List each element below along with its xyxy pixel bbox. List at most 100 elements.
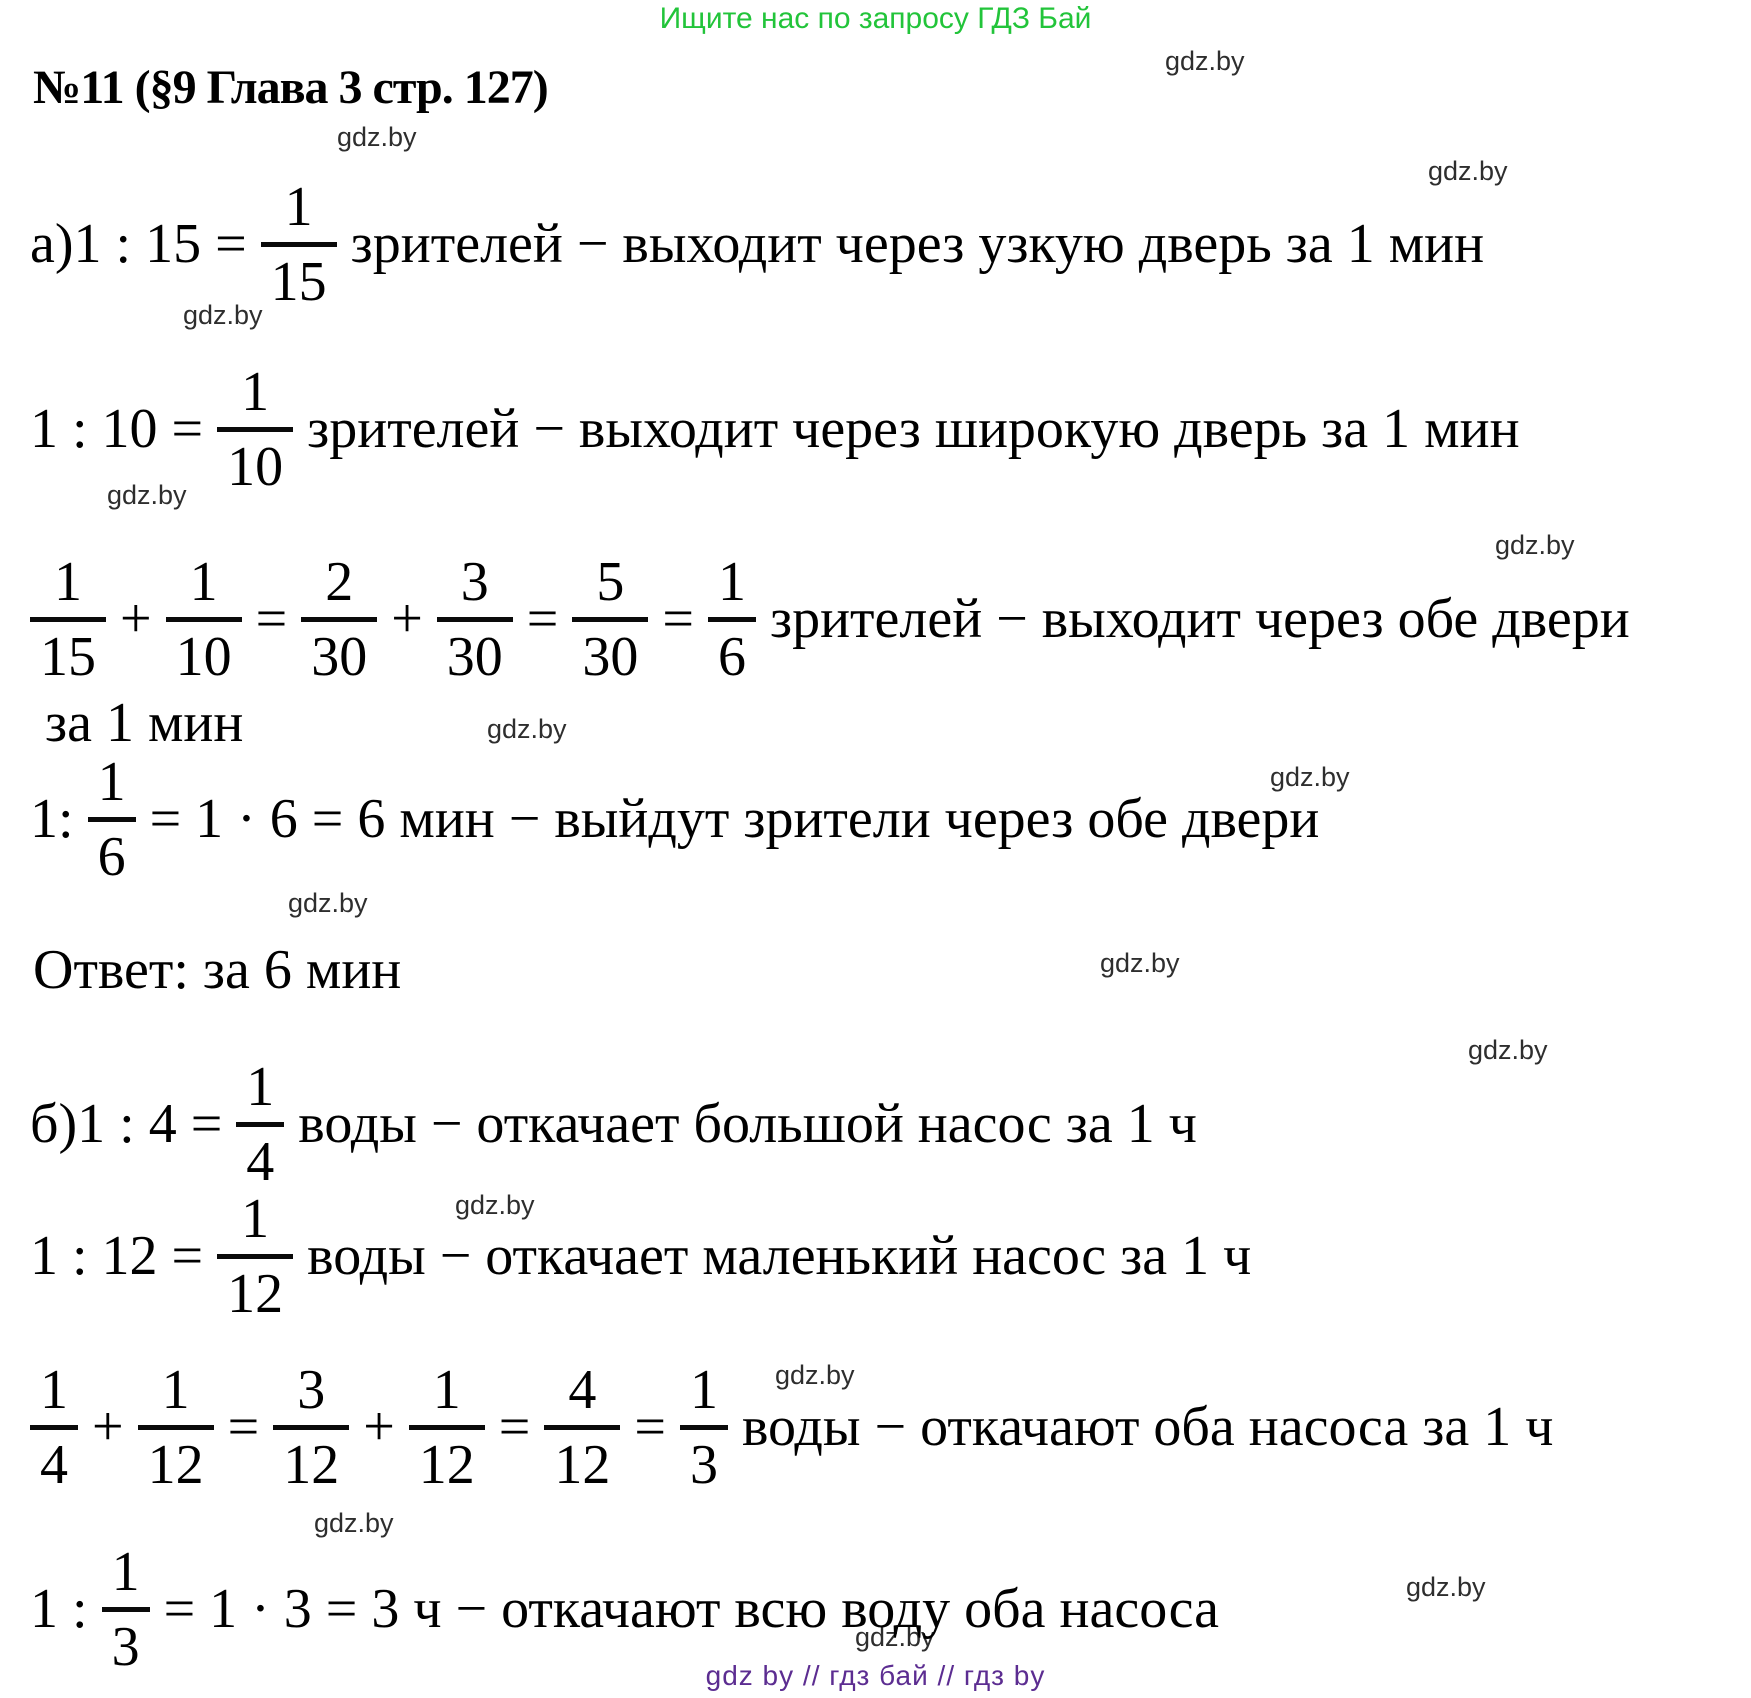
fraction-numerator: 1: [241, 361, 270, 423]
fraction-numerator: 4: [568, 1359, 597, 1421]
promo-banner: Ищите нас по запросу ГДЗ Бай: [659, 2, 1092, 35]
fraction-numerator: 2: [325, 551, 354, 613]
math-text: =: [227, 1395, 260, 1458]
math-text: +: [363, 1395, 395, 1458]
fraction-denominator: 6: [87, 817, 136, 885]
fraction-numerator: 1: [241, 1188, 270, 1250]
gdz-watermark: gdz.by: [1100, 948, 1180, 978]
gdz-watermark: gdz.by: [1270, 762, 1350, 792]
gdz-watermark: gdz.by: [775, 1360, 855, 1390]
fraction-denominator: 10: [165, 617, 242, 685]
fraction-denominator: 12: [217, 1254, 294, 1322]
gdz-watermark: gdz.by: [455, 1190, 535, 1220]
math-text: воды − откачает маленький насос за 1 ч: [307, 1224, 1252, 1287]
gdz-watermark: gdz.by: [1495, 530, 1575, 560]
fraction-numerator: 1: [161, 1359, 190, 1421]
fraction: 1 12: [408, 1359, 485, 1493]
fraction-denominator: 10: [217, 427, 294, 495]
fraction: 3 30: [436, 551, 513, 685]
math-text: а)1 : 15 =: [30, 212, 247, 275]
fraction-numerator: 1: [40, 1359, 68, 1421]
math-line-wide-door: 1 : 10 = 1 10 зрителей − выходит через широ…: [30, 364, 1520, 495]
math-text: =: [498, 1395, 531, 1458]
fraction: 1 10: [165, 554, 242, 685]
fraction-denominator: 12: [273, 1425, 350, 1493]
fraction-denominator: 12: [137, 1425, 214, 1493]
math-line-small-pump: 1 : 12 = 1 12 воды − откачает маленький нас…: [30, 1191, 1251, 1322]
gdz-watermark: gdz.by: [107, 480, 187, 510]
fraction-denominator: 3: [101, 1607, 150, 1675]
fraction-denominator: 30: [301, 617, 378, 685]
fraction-numerator: 1: [432, 1359, 461, 1421]
math-line-big-pump: б)1 : 4 = 1 4 воды − откачает большой насос…: [30, 1059, 1197, 1190]
gdz-watermark: gdz.by: [183, 300, 263, 330]
math-text: =: [526, 587, 559, 650]
math-line-total-hours: 1 :1 3 = 1 · 3 = 3 ч − откачают всю воду о…: [30, 1544, 1219, 1675]
gdz-watermark: gdz.by: [314, 1508, 394, 1538]
fraction-numerator: 1: [246, 1056, 275, 1118]
math-text: зрителей − выходит через обе двери: [769, 587, 1630, 650]
math-text: б)1 : 4 =: [30, 1092, 223, 1155]
fraction-denominator: 30: [572, 617, 649, 685]
fraction-denominator: 15: [260, 242, 337, 310]
gdz-watermark: gdz.by: [487, 714, 567, 744]
fraction: 3 12: [273, 1359, 350, 1493]
math-line-per-minute: за 1 мин: [45, 692, 244, 755]
fraction-denominator: 4: [236, 1122, 285, 1190]
math-line-total-minutes: 1: 1 6 = 1 · 6 = 6 мин − выйдут зрители чер…: [30, 754, 1319, 885]
fraction-numerator: 1: [717, 551, 746, 613]
footer-watermark: gdz by // гдз бай // гдз by: [705, 1660, 1046, 1691]
math-text: 1 : 10 =: [30, 397, 204, 460]
fraction-denominator: 12: [408, 1425, 485, 1493]
fraction-numerator: 3: [297, 1359, 326, 1421]
fraction-denominator: 30: [436, 617, 513, 685]
fraction: 2 30: [301, 551, 378, 685]
gdz-watermark: gdz.by: [337, 122, 417, 152]
math-text: 1 :: [30, 1577, 88, 1640]
fraction-numerator: 5: [596, 551, 625, 613]
gdz-watermark: gdz.by: [288, 888, 368, 918]
math-line-narrow-door: а)1 : 15 = 1 15 зрителей − выходит через уз…: [30, 179, 1484, 310]
math-text: 1:: [30, 787, 74, 850]
math-text: =: [634, 1395, 666, 1458]
math-text: +: [391, 587, 423, 650]
fraction-numerator: 1: [97, 751, 126, 813]
gdz-watermark: gdz.by: [1468, 1035, 1548, 1065]
fraction-numerator: 1: [284, 176, 313, 238]
fraction: 4 12: [544, 1359, 621, 1493]
fraction-numerator: 3: [460, 551, 489, 613]
gdz-watermark: gdz.by: [855, 1622, 935, 1652]
math-text: воды − откачают оба насоса за 1 ч: [741, 1395, 1554, 1458]
math-text: за 1 мин: [45, 692, 244, 754]
math-text: = 1 · 6 = 6 мин − выйдут зрители через о…: [149, 787, 1320, 850]
math-line-sum-doors: 1 15 +1 10 = 2 30 +3 30 = 5 30 = 1 6 зрителей − выходит…: [30, 554, 1630, 685]
math-line-sum-pumps: 1 4 +1 12 = 3 12 +1 12 = 4 12 = 1 3 воды − откачают оба…: [30, 1362, 1553, 1493]
fraction: 1 15: [260, 176, 337, 310]
math-text: 1 : 12 =: [30, 1224, 204, 1287]
fraction: 1 12: [137, 1359, 214, 1493]
math-text: +: [120, 587, 152, 650]
math-text: воды − откачает большой насос за 1 ч: [298, 1092, 1197, 1155]
gdz-watermark: gdz.by: [1165, 46, 1245, 76]
gdz-watermark: gdz.by: [1428, 156, 1508, 186]
math-text: зрителей − выходит через узкую дверь за …: [350, 212, 1485, 275]
fraction-numerator: 1: [689, 1359, 718, 1421]
math-text: =: [255, 587, 288, 650]
math-text: Ответ: за 6 мин: [33, 939, 402, 1001]
fraction-denominator: 3: [679, 1425, 728, 1493]
fraction: 1 10: [217, 361, 294, 495]
fraction-numerator: 1: [54, 551, 82, 613]
answer-line: Ответ: за 6 мин: [33, 939, 402, 1002]
gdz-watermark: gdz.by: [1406, 1572, 1486, 1602]
math-text: =: [662, 587, 694, 650]
fraction-denominator: 12: [544, 1425, 621, 1493]
math-text: зрителей − выходит через широкую дверь з…: [307, 397, 1520, 460]
math-text: +: [92, 1395, 124, 1458]
fraction-denominator: 15: [30, 617, 106, 685]
fraction: 1 15: [30, 554, 106, 685]
fraction: 5 30: [572, 551, 649, 685]
